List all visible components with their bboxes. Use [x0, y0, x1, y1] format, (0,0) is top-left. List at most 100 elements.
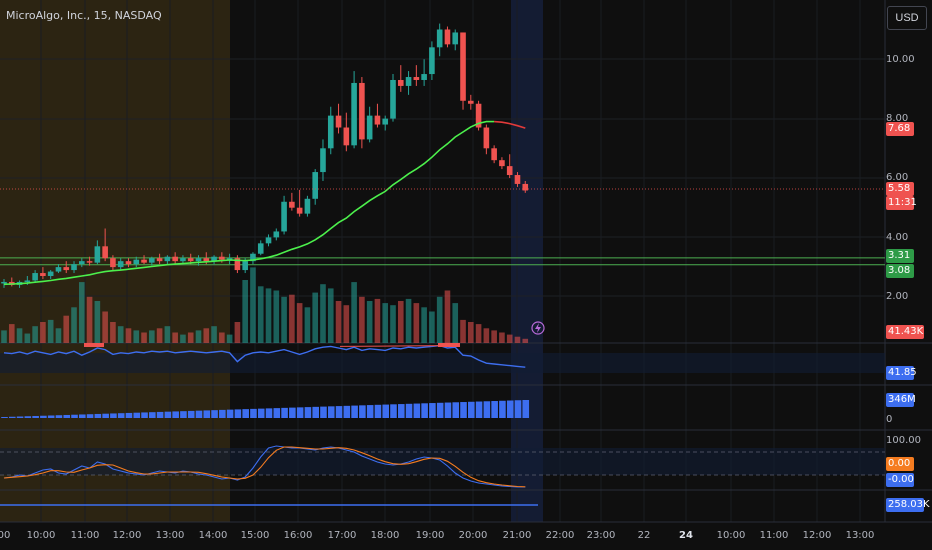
alert-icon[interactable] [531, 321, 545, 335]
time-label: 15:00 [240, 530, 270, 541]
candle-body [195, 258, 202, 262]
volume-bar [79, 282, 85, 343]
volume-bar [32, 326, 38, 343]
volume-bar [86, 296, 93, 343]
candle-body [250, 253, 256, 262]
candle-body [47, 271, 54, 277]
obv-bar [359, 405, 366, 418]
candle-body [514, 175, 521, 184]
obv-bar [71, 414, 78, 418]
candlesticks [1, 23, 529, 288]
candle-body [164, 256, 171, 262]
time-label: 13:00 [845, 530, 875, 541]
candle-body [1, 281, 7, 284]
time-label: 11:00 [70, 530, 100, 541]
time-label: 16:00 [283, 530, 313, 541]
obv-indicator [1, 400, 530, 418]
obv-bar [522, 400, 530, 418]
volume-bar [149, 330, 155, 343]
volume-bar [382, 303, 389, 343]
candle-body [234, 258, 241, 271]
volume-bar [351, 282, 357, 343]
symbol-title[interactable]: MicroAlgo, Inc., 15, NASDAQ [6, 9, 162, 22]
candle-body [382, 118, 389, 125]
rsi-band [0, 353, 885, 373]
obv-bar [1, 417, 8, 418]
candle-body [203, 258, 210, 262]
candle-body [460, 32, 466, 101]
candle-body [436, 29, 443, 48]
candle-body [211, 256, 217, 262]
rsi-value-tag: 41.85 [886, 366, 917, 380]
candle-body [219, 256, 225, 260]
obv-bar [242, 409, 249, 418]
candle-body [374, 115, 381, 125]
level-upper-tag: 3.31 [886, 249, 914, 263]
volume-bar [522, 338, 529, 343]
candle-body [444, 29, 451, 45]
time-label: 22:00 [545, 530, 575, 541]
candle-body [405, 77, 412, 86]
obv-bar [125, 412, 133, 418]
candle-body [312, 172, 318, 199]
obv-bar [156, 411, 164, 418]
time-label: 13:00 [155, 530, 185, 541]
candle-body [468, 100, 474, 104]
volume-bar [491, 330, 497, 343]
volume-bar [468, 322, 474, 343]
obv-bar [444, 402, 452, 418]
volume-bar [141, 332, 147, 343]
volume-bar [390, 305, 396, 343]
volume-bar [8, 324, 15, 343]
obv-bar [40, 415, 47, 418]
candle-body [351, 82, 357, 146]
currency-button[interactable]: USD [887, 6, 927, 30]
volume-bar [281, 296, 287, 343]
obv-bar [382, 404, 390, 418]
time-label: 17:00 [327, 530, 357, 541]
volume-bar [55, 328, 62, 343]
obv-bar [421, 403, 428, 418]
bottom-value-tag: 258.03K [886, 498, 930, 512]
volume-bar [242, 280, 248, 343]
volume-bar [289, 294, 295, 343]
obv-bar [397, 404, 405, 418]
time-label: 10:00 [26, 530, 56, 541]
volume-bar [164, 326, 171, 343]
obv-bar [110, 413, 117, 418]
price-level-lines [0, 257, 885, 266]
volume-bar [397, 301, 404, 343]
candle-body [133, 259, 140, 265]
volume-bar [444, 290, 451, 343]
volume-bar [312, 292, 318, 343]
obv-bar [63, 414, 71, 418]
candle-body [79, 261, 85, 265]
candle-body [273, 231, 280, 238]
volume-bar [343, 305, 350, 343]
price-label: 8.00 [886, 113, 909, 124]
volume-bar [499, 332, 505, 343]
candle-body [429, 47, 435, 75]
time-label: 20:00 [458, 530, 488, 541]
time-label: 14:00 [198, 530, 228, 541]
candle-body [55, 267, 62, 272]
volume-bar [172, 332, 178, 343]
obv-bar [187, 410, 195, 418]
time-label: 12:00 [112, 530, 142, 541]
obv-bar [296, 407, 304, 418]
candle-body [71, 264, 77, 271]
volume-bar [110, 322, 116, 343]
obv-bar [86, 414, 94, 418]
rsi-marker [438, 343, 460, 347]
volume-bar [475, 324, 482, 343]
volume-bar [47, 319, 54, 343]
volume-bar [405, 298, 412, 343]
time-label: 23:00 [586, 530, 616, 541]
moving-average-line [3, 120, 526, 286]
time-label: 11:00 [759, 530, 789, 541]
obv-bar [320, 406, 327, 418]
candle-body [413, 77, 420, 80]
volume-bar [483, 328, 490, 343]
candle-body [102, 246, 108, 259]
